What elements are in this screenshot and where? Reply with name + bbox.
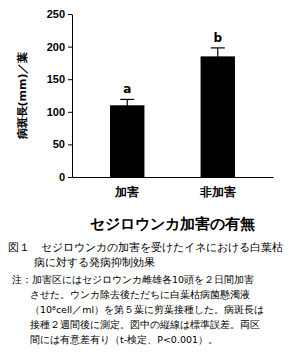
x-tick: 加害: [114, 177, 139, 199]
plot: 0 50 100 150 200 250 加害 非加害 a b: [47, 8, 274, 199]
y-tick-mark: [68, 79, 72, 80]
y-tick: 0: [59, 171, 72, 183]
significance-letter: a: [123, 82, 131, 96]
error-bar-cap: [211, 47, 225, 48]
note: させた。ウンカ除去後ただちに白葉枯病菌懸濁液: [30, 289, 250, 300]
y-tick: 200: [47, 41, 72, 53]
bar: [110, 105, 144, 177]
note: 間には有意差有り（t-検定、P<0.001）。: [30, 334, 218, 345]
y-tick: 100: [47, 106, 72, 118]
y-tick-label: 0: [59, 171, 65, 183]
bar: [201, 56, 235, 177]
bars: [110, 48, 235, 177]
y-tick-mark: [68, 144, 72, 145]
y-tick-mark: [68, 177, 72, 178]
y-tick-label: 150: [47, 73, 65, 85]
note: 注：加害区にはセジロウンカ雌雄各10頭を２日間加害: [12, 274, 254, 285]
x-tick: 非加害: [199, 177, 236, 199]
y-tick-label: 250: [47, 8, 65, 20]
y-tick-mark: [68, 47, 72, 48]
y-axis-line: [72, 15, 73, 178]
error-bar-line: [127, 99, 128, 111]
caption: 病に対する発病抑制効果: [34, 256, 155, 269]
chart: 0 50 100 150 200 250 加害 非加害 a b 病斑長(mm)／葉セジロウンカ加害の…: [0, 0, 295, 358]
caption: 図１ セジロウンカの加害を受けたイネにおける白葉枯: [8, 241, 283, 254]
y-tick: 50: [53, 138, 72, 150]
error-bar: [120, 99, 134, 111]
y-tick-mark: [68, 112, 72, 113]
y-tick: 250: [47, 8, 72, 20]
y-axis: 0 50 100 150 200 250: [47, 8, 73, 183]
error-bar-cap: [120, 99, 134, 100]
y-tick-label: 200: [47, 41, 65, 53]
y-axis-title: 病斑長(mm)／葉: [16, 52, 29, 141]
y-tick: 150: [47, 73, 72, 85]
x-tick-label: 加害: [114, 185, 139, 199]
x-axis: 加害 非加害: [73, 177, 274, 199]
significance-letter: b: [213, 31, 222, 45]
note: （10⁸cell／ml）を第５葉に剪葉接種した。病斑長は: [30, 304, 264, 315]
x-axis-line: [73, 177, 274, 178]
error-bar-line: [217, 48, 218, 65]
x-tick-label: 非加害: [199, 185, 236, 199]
note: 接種２週間後に測定。図中の縦線は標準誤差。両区: [30, 319, 260, 330]
x-axis-title: セジロウンカ加害の有無: [90, 215, 255, 233]
y-tick-mark: [68, 14, 72, 15]
error-bar: [211, 48, 225, 65]
y-tick-label: 100: [47, 106, 65, 118]
y-tick-label: 50: [53, 138, 65, 150]
